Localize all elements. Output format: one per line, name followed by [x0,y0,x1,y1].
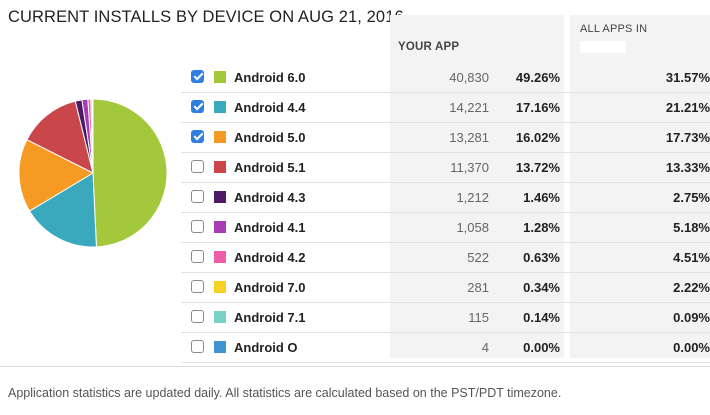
device-name: Android 4.2 [234,242,388,273]
device-name: Android 5.0 [234,122,388,153]
color-swatch [214,100,226,113]
color-swatch [214,250,226,263]
table-row: Android 4.4 14,221 17.16% 21.21% [181,92,710,123]
table-row: Android 4.2 522 0.63% 4.51% [181,242,710,273]
device-name: Android 5.1 [234,152,388,183]
row-checkbox[interactable] [191,159,204,173]
install-percent: 0.34% [489,272,560,303]
install-percent: 1.28% [489,212,560,243]
all-apps-percent: 5.18% [580,212,710,243]
pie-slice [28,172,97,248]
row-checkbox[interactable] [191,189,204,203]
table-row: Android 7.0 281 0.34% 2.22% [181,272,710,303]
install-count: 4 [388,332,489,363]
color-swatch [214,160,226,173]
device-name: Android 4.4 [234,92,388,123]
all-apps-column-header: ALL APPS IN [580,23,648,35]
color-swatch [214,190,226,203]
install-percent: 17.16% [489,92,560,123]
install-count: 40,830 [388,63,489,93]
redacted-category-box [580,41,626,53]
install-count: 1,058 [388,212,489,243]
color-swatch [214,220,226,233]
install-percent: 0.00% [489,332,560,363]
row-checkbox[interactable] [191,339,204,353]
install-percent: 0.14% [489,302,560,333]
all-apps-percent: 2.22% [580,272,710,303]
install-percent: 13.72% [489,152,560,183]
all-apps-percent: 31.57% [580,63,710,93]
table-row: Android 5.1 11,370 13.72% 13.33% [181,152,710,183]
device-name: Android 4.1 [234,212,388,243]
color-swatch [214,280,226,293]
pie-slice [26,100,94,174]
color-swatch [214,70,226,83]
install-percent: 49.26% [489,63,560,93]
pie-slice [18,139,95,212]
table-row: Android 5.0 13,281 16.02% 17.73% [181,122,710,153]
table-row: Android O 4 0.00% 0.00% [181,332,710,363]
row-checkbox[interactable] [191,279,204,293]
pie-slice [92,98,168,248]
all-apps-percent: 17.73% [580,122,710,153]
row-checkbox[interactable] [191,309,204,323]
installs-pie-chart [18,98,168,248]
install-count: 11,370 [388,152,489,183]
footer-note: Application statistics are updated daily… [8,386,562,400]
install-count: 13,281 [388,122,489,153]
your-app-column-header: YOUR APP [398,41,460,53]
row-checkbox[interactable] [191,69,204,83]
color-swatch [214,310,226,323]
device-name: Android 4.3 [234,182,388,213]
color-swatch [214,340,226,353]
page-title: CURRENT INSTALLS BY DEVICE ON AUG 21, 20… [8,8,404,26]
table-row: Android 6.0 40,830 49.26% 31.57% [181,63,710,93]
footer-divider [0,366,710,367]
install-percent: 16.02% [489,122,560,153]
all-apps-percent: 0.09% [580,302,710,333]
row-checkbox[interactable] [191,219,204,233]
install-count: 281 [388,272,489,303]
table-row: Android 4.1 1,058 1.28% 5.18% [181,212,710,243]
color-swatch [214,130,226,143]
table-row: Android 4.3 1,212 1.46% 2.75% [181,182,710,213]
install-percent: 1.46% [489,182,560,213]
row-checkbox[interactable] [191,99,204,113]
install-count: 14,221 [388,92,489,123]
row-checkbox[interactable] [191,129,204,143]
table-row: Android 7.1 115 0.14% 0.09% [181,302,710,333]
row-checkbox[interactable] [191,249,204,263]
device-table: Android 6.0 40,830 49.26% 31.57% Android 4.4… [181,63,710,363]
all-apps-percent: 2.75% [580,182,710,213]
device-name: Android 7.0 [234,272,388,303]
install-count: 115 [388,302,489,333]
pie-slice [91,98,94,174]
device-name: Android 7.1 [234,302,388,333]
device-name: Android 6.0 [234,63,388,93]
all-apps-percent: 13.33% [580,152,710,183]
install-percent: 0.63% [489,242,560,273]
install-count: 1,212 [388,182,489,213]
install-count: 522 [388,242,489,273]
all-apps-percent: 0.00% [580,332,710,363]
device-name: Android O [234,332,388,363]
all-apps-percent: 4.51% [580,242,710,273]
all-apps-percent: 21.21% [580,92,710,123]
